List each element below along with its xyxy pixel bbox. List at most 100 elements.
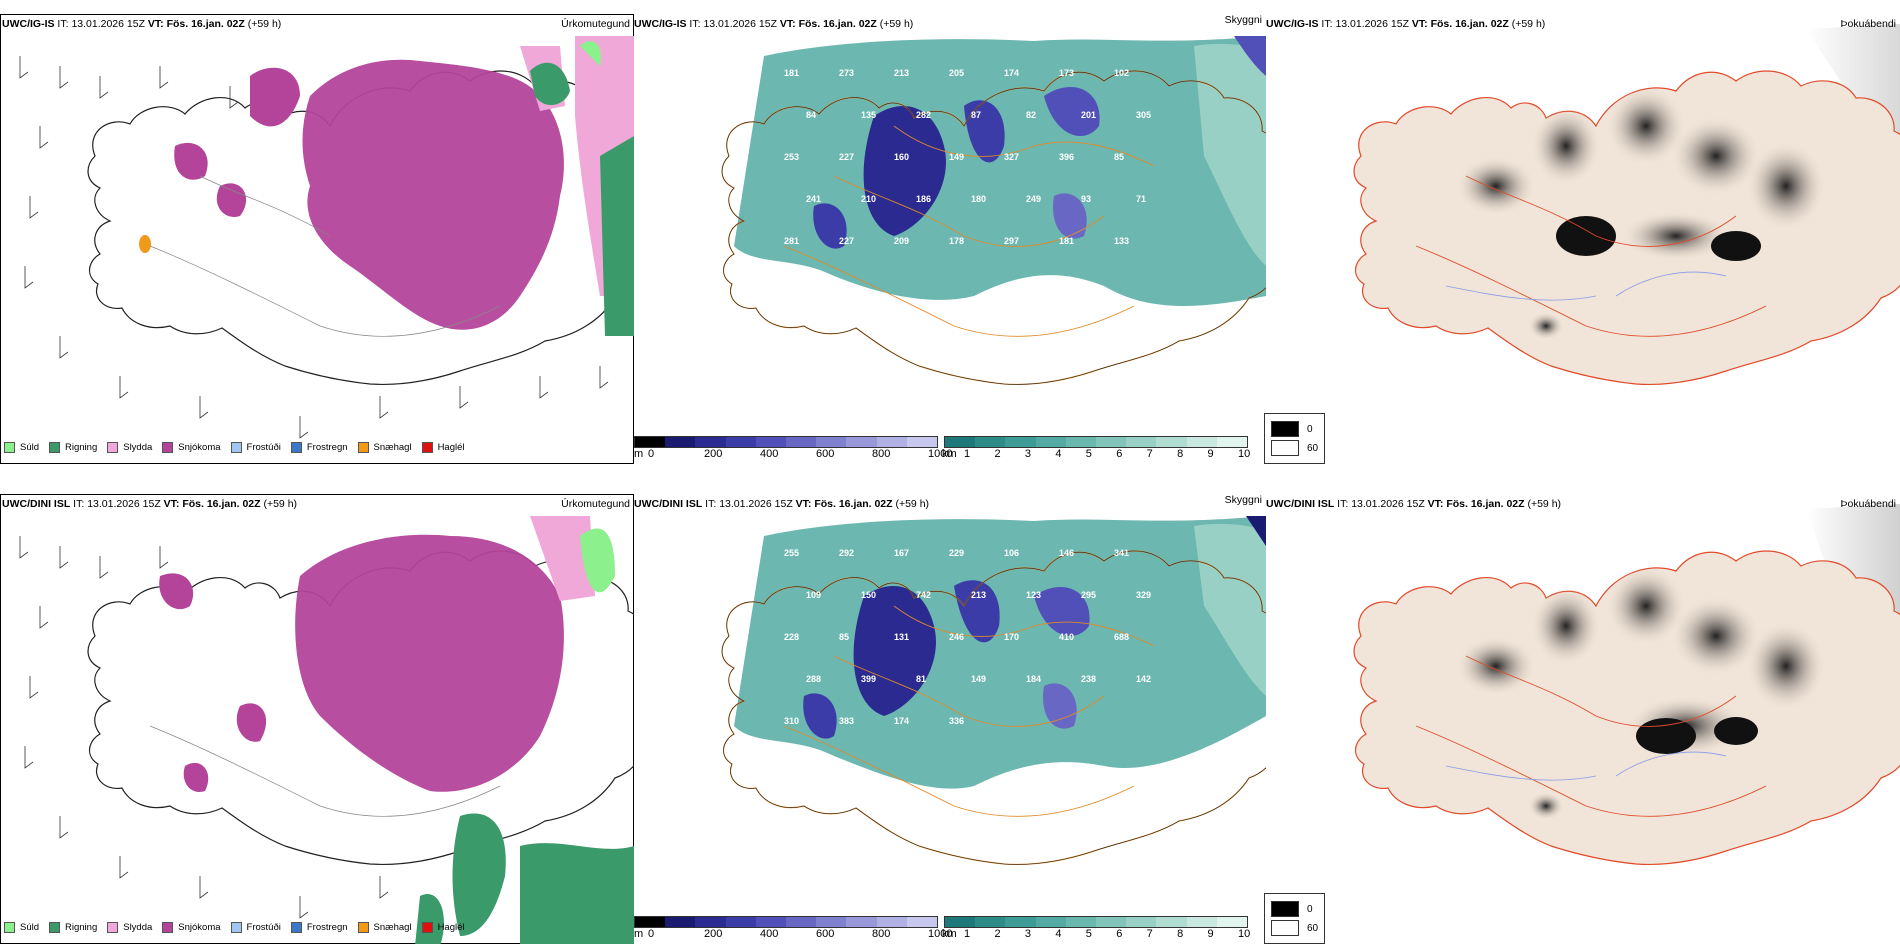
legend-label: Slydda xyxy=(123,922,153,933)
colorbar-segment xyxy=(1156,917,1187,927)
visibility-header-bottom: UWC/DINI ISL IT: 13.01.2026 15Z VT: Fös.… xyxy=(634,494,929,514)
it-value: 13.01.2026 15Z xyxy=(71,18,145,30)
vt-label: VT: xyxy=(1411,18,1428,30)
lead-time: (+59 h) xyxy=(879,18,914,30)
legend-label: Haglél xyxy=(437,442,465,453)
visibility-map-bottom: 255 292 167 229 106 146 341 109 150 742 213 123 295 3… xyxy=(721,516,1266,866)
colorbar-tick: 5 xyxy=(1085,928,1092,940)
visibility-value-label: 109 xyxy=(806,590,821,600)
fog-legend-item: 60 xyxy=(1271,920,1318,936)
colorbar-segment xyxy=(635,437,666,447)
colorbar-tick: 10 xyxy=(1238,928,1251,940)
colorbar-segment xyxy=(975,917,1006,927)
visibility-value-label: 170 xyxy=(1004,632,1019,642)
it-label: IT: xyxy=(73,498,85,510)
visibility-value-label: 310 xyxy=(784,716,799,726)
vt-value: Fös. 16.jan. 02Z xyxy=(1430,18,1509,30)
vt-label: VT: xyxy=(163,498,180,510)
fog-title-bottom: Þokuábendi xyxy=(1840,498,1896,510)
legend-item: Rigning xyxy=(49,442,97,453)
colorbar-segment xyxy=(635,917,666,927)
vt-value: Fös. 16.jan. 02Z xyxy=(798,18,877,30)
visibility-value-label: 142 xyxy=(1136,674,1151,684)
visibility-value-label: 288 xyxy=(806,674,821,684)
visibility-value-label: 209 xyxy=(894,236,909,246)
visibility-colorbar-m-bottom xyxy=(634,916,938,928)
colorbar-segment xyxy=(945,917,976,927)
visibility-value-label: 327 xyxy=(1004,152,1019,162)
visibility-value-label: 227 xyxy=(839,152,854,162)
it-label: IT: xyxy=(705,498,717,510)
colorbar-segment xyxy=(945,437,976,447)
lead-time: (+59 h) xyxy=(1511,18,1546,30)
it-label: IT: xyxy=(57,18,69,30)
colorbar-segment xyxy=(1035,437,1066,447)
visibility-value-label: 742 xyxy=(916,590,931,600)
it-value: 13.01.2026 15Z xyxy=(703,18,777,30)
colorbar-segment xyxy=(1156,437,1187,447)
colorbar-segment xyxy=(755,437,787,447)
colorbar-segment xyxy=(1186,437,1217,447)
it-label: IT: xyxy=(1321,18,1333,30)
colorbar-segment xyxy=(846,917,877,927)
fog-header-bottom: UWC/DINI ISL IT: 13.01.2026 15Z VT: Fös.… xyxy=(1266,494,1561,514)
precip-title-top: Úrkomutegund xyxy=(561,18,630,30)
colorbar-segment xyxy=(665,917,696,927)
fog-legend-label: 60 xyxy=(1307,442,1319,454)
visibility-value-label: 336 xyxy=(949,716,964,726)
visibility-value-label: 249 xyxy=(1026,194,1041,204)
legend-swatch xyxy=(162,922,174,933)
fog-legend-item: 0 xyxy=(1271,901,1318,917)
colorbar-tick: 600 xyxy=(816,928,835,940)
it-value: 13.01.2026 15Z xyxy=(87,498,161,510)
colorbar-segment xyxy=(1126,437,1157,447)
fog-legend-top: 0 60 xyxy=(1264,413,1326,464)
legend-item: Slydda xyxy=(107,922,152,933)
fog-swatch xyxy=(1271,440,1299,456)
colorbar-segment xyxy=(1005,917,1036,927)
colorbar-tick: 400 xyxy=(760,448,779,460)
visibility-value-label: 180 xyxy=(971,194,986,204)
visibility-value-label: 123 xyxy=(1026,590,1041,600)
fog-legend-item: 60 xyxy=(1271,440,1318,456)
visibility-value-label: 85 xyxy=(1114,152,1124,162)
legend-label: Snjókoma xyxy=(178,442,221,453)
visibility-values-top: 181 273 213 205 174 173 102 84 135 282 87 82 201 305 2… xyxy=(784,68,1151,246)
fog-legend-label: 0 xyxy=(1307,423,1313,435)
visibility-title-bottom: Skyggni xyxy=(1224,494,1262,506)
fog-swatch xyxy=(1271,421,1299,437)
colorbar-tick: 6 xyxy=(1116,928,1123,940)
visibility-value-label: 81 xyxy=(916,674,926,684)
vt-label: VT: xyxy=(795,498,812,510)
legend-label: Haglél xyxy=(437,922,465,933)
legend-item: Frostúði xyxy=(230,442,281,453)
legend-label: Rigning xyxy=(65,922,98,933)
colorbar-tick: 4 xyxy=(1055,928,1062,940)
legend-item: Haglél xyxy=(421,442,465,453)
colorbar-segment xyxy=(786,917,817,927)
colorbar-tick: 3 xyxy=(1024,448,1031,460)
legend-item: Súld xyxy=(4,922,39,933)
colorbar-tick: 1000 xyxy=(928,448,953,460)
vt-value: Fös. 16.jan. 02Z xyxy=(814,498,893,510)
fog-header-top: UWC/IG-IS IT: 13.01.2026 15Z VT: Fös. 16… xyxy=(1266,14,1545,34)
lead-time: (+59 h) xyxy=(895,498,930,510)
visibility-value-label: 135 xyxy=(861,110,876,120)
visibility-value-label: 93 xyxy=(1081,194,1091,204)
visibility-value-label: 205 xyxy=(949,68,964,78)
precip-map-bottom xyxy=(0,494,634,944)
legend-label: Snæhagl xyxy=(373,922,412,933)
model-label: UWC/DINI ISL xyxy=(1266,498,1335,510)
colorbar-segment xyxy=(1216,917,1248,927)
colorbar-segment xyxy=(1065,917,1097,927)
vt-label: VT: xyxy=(147,18,164,30)
colorbar-tick: 5 xyxy=(1085,448,1092,460)
colorbar-segment xyxy=(1126,917,1157,927)
colorbar-segment xyxy=(1216,437,1248,447)
vt-label: VT: xyxy=(779,18,796,30)
visibility-value-label: 85 xyxy=(839,632,849,642)
colorbar-tick: 7 xyxy=(1146,928,1153,940)
visibility-value-label: 149 xyxy=(949,152,964,162)
vt-value: Fös. 16.jan. 02Z xyxy=(166,18,245,30)
it-value: 13.01.2026 15Z xyxy=(719,498,793,510)
